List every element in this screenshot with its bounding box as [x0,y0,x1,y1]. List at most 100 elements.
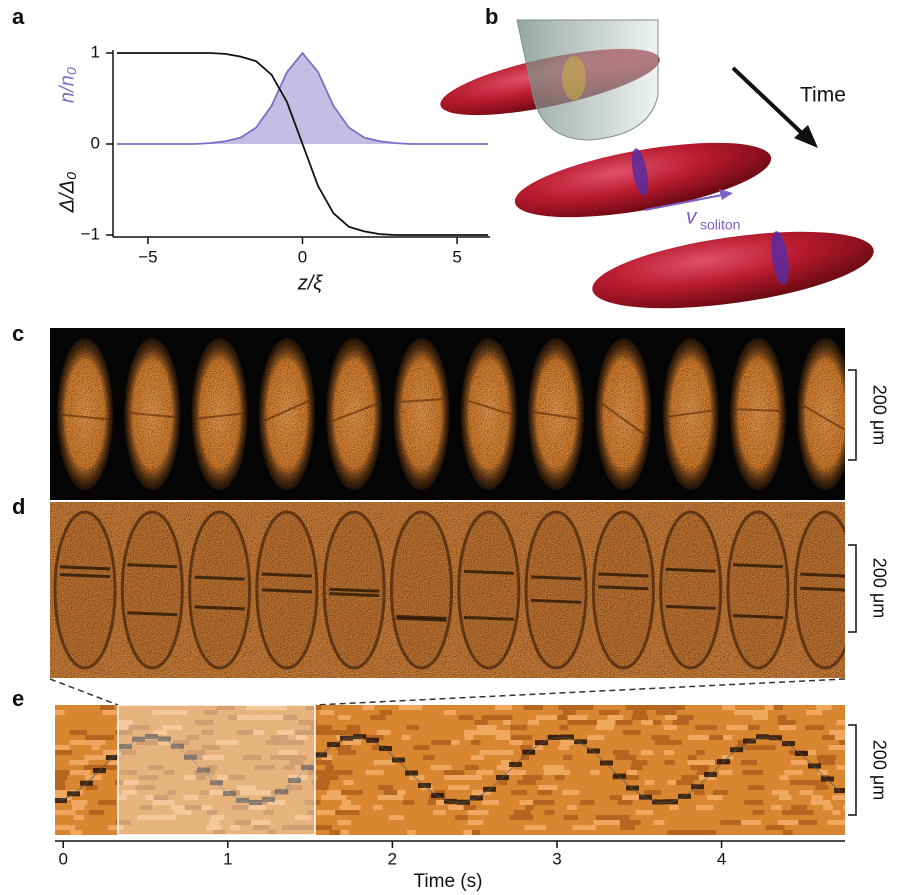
image-streak [777,715,787,720]
image-streak [277,730,295,735]
image-streak [718,720,737,725]
image-streak [429,745,442,750]
image-streak [840,800,845,805]
image-streak [142,720,156,725]
image-streak [376,740,389,745]
image-streak [615,720,633,725]
image-streak [644,790,661,795]
image-streak [435,730,455,735]
image-streak [486,760,502,765]
image-streak [563,755,573,760]
image-streak [595,815,618,820]
image-streak [759,725,779,730]
image-streak [383,790,398,795]
image-streak [63,755,74,760]
image-streak [393,785,412,790]
image-streak [433,810,447,815]
image-streak [85,735,95,740]
image-streak [374,765,390,770]
image-streak [87,800,99,805]
image-streak [669,735,688,740]
image-streak [491,790,512,795]
image-streak [824,725,835,730]
image-streak [577,785,597,790]
image-streak [723,735,733,740]
image-streak [404,780,417,785]
image-streak [413,710,422,715]
image-streak [641,735,652,740]
image-streak [594,755,616,760]
image-streak [119,765,139,770]
velocity-arrow-head [719,189,733,200]
image-streak [123,780,139,785]
image-streak [465,720,475,725]
image-streak [201,805,212,810]
image-streak [249,830,268,835]
image-streak [484,755,498,760]
image-streak [429,760,447,765]
image-streak [546,780,556,785]
image-streak [549,710,563,715]
image-streak [71,800,88,805]
image-streak [293,780,312,785]
image-streak [783,755,801,760]
image-streak [607,800,618,805]
image-streak [817,820,828,825]
image-streak [763,750,780,755]
image-streak [534,710,550,715]
image-streak [772,790,789,795]
image-streak [127,795,146,800]
image-streak [567,720,588,725]
image-streak [772,760,782,765]
image-streak [436,720,453,725]
image-streak [352,815,371,820]
image-streak [736,825,748,830]
image-streak [214,770,228,775]
image-streak [341,790,363,795]
image-streak [221,825,230,830]
image-streak [499,815,510,820]
image-streak [652,805,670,810]
image-streak [612,750,630,755]
soliton-trace [184,754,197,760]
image-streak [632,800,655,805]
image-streak [599,770,613,775]
image-streak [694,790,705,795]
image-streak [69,760,89,765]
image-streak [533,815,544,820]
image-streak [321,735,337,740]
image-streak [458,715,474,720]
image-streak [237,785,257,790]
image-streak [784,825,793,830]
image-streak [434,830,451,835]
image-streak [746,795,761,800]
image-streak [718,815,740,820]
image-streak [559,725,569,730]
image-streak [626,790,645,795]
image-streak [479,745,502,750]
image-streak [198,795,212,800]
image-streak [742,770,764,775]
image-streak [423,755,435,760]
image-streak [474,720,488,725]
image-streak [182,730,202,735]
beam-overlap [562,56,586,100]
image-streak [396,805,417,810]
image-streak [82,720,102,725]
image-streak [653,750,665,755]
image-streak [275,720,285,725]
image-streak [115,730,133,735]
image-streak [827,715,843,720]
image-streak [755,745,776,750]
image-streak [227,770,243,775]
image-streak [748,785,765,790]
image-streak [607,715,624,720]
image-streak [716,725,727,730]
image-streak [401,730,417,735]
image-streak [693,715,712,720]
image-streak [242,755,262,760]
image-streak [655,775,669,780]
image-streak [69,730,88,735]
image-streak [842,715,845,720]
image-streak [211,795,231,800]
